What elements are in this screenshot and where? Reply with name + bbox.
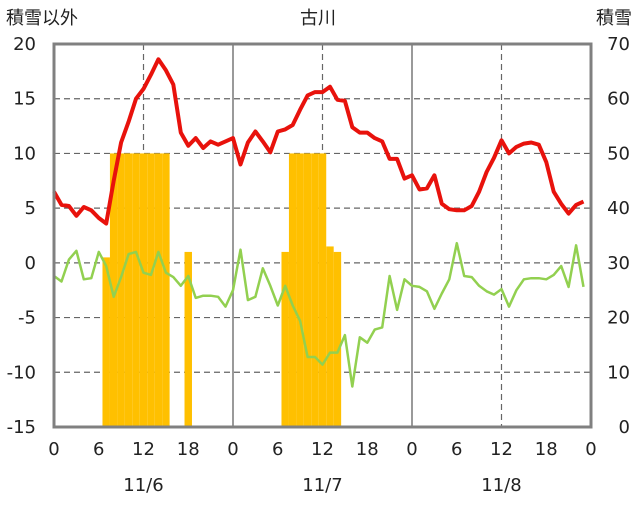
right-tick-label: 40 [607, 198, 630, 219]
snow-depth-bar [288, 153, 297, 427]
plot-frame [52, 42, 593, 429]
right-tick-label: 30 [607, 253, 630, 274]
snow-depth-bar [124, 153, 133, 427]
x-tick-label: 0 [48, 439, 59, 460]
x-tick-label: 6 [272, 439, 283, 460]
snow-depth-bar [281, 251, 289, 427]
left-tick-label: 5 [25, 198, 36, 219]
snow-depth-bar [117, 153, 125, 427]
x-tick-label: 18 [535, 439, 558, 460]
right-tick-label: 0 [619, 417, 630, 438]
left-tick-label: -10 [7, 362, 36, 383]
secondary-line [53, 241, 585, 388]
snow-depth-bar [326, 246, 334, 427]
right-tick-label: 20 [607, 308, 630, 329]
snow-depth-bar [311, 153, 319, 427]
x-tick-label: 0 [227, 439, 238, 460]
left-tick-label: 15 [13, 89, 36, 110]
snow-depth-bars [102, 153, 342, 427]
temperature-line [52, 57, 585, 226]
right-tick-label: 50 [607, 143, 630, 164]
x-tick-label: 0 [585, 439, 596, 460]
snow-depth-bar [318, 153, 327, 427]
snow-depth-bar [162, 153, 170, 427]
x-tick-label: 6 [93, 439, 104, 460]
x-tick-label: 12 [132, 439, 155, 460]
snow-depth-bar [296, 153, 304, 427]
date-labels: 11/6 11/7 11/8 [123, 475, 521, 496]
right-y-ticks: 70 60 50 40 30 20 10 0 [607, 34, 630, 438]
left-tick-label: -15 [7, 417, 36, 438]
right-tick-label: 10 [607, 362, 630, 383]
snow-depth-bar [303, 153, 312, 427]
snow-depth-bar [184, 251, 192, 427]
x-ticks: 0 6 12 18 0 6 12 18 0 6 12 18 0 [48, 439, 596, 460]
snow-depth-bar [132, 153, 140, 427]
left-tick-label: 10 [13, 143, 36, 164]
date-label: 11/7 [302, 475, 342, 496]
snow-depth-bar [333, 251, 342, 427]
right-tick-label: 60 [607, 89, 630, 110]
left-tick-label: -5 [18, 308, 36, 329]
snow-depth-bar [147, 153, 155, 427]
date-label: 11/8 [481, 475, 521, 496]
x-tick-label: 18 [177, 439, 200, 460]
left-tick-label: 0 [25, 253, 36, 274]
left-axis-label: 積雪以外 [6, 8, 78, 29]
x-tick-label: 12 [490, 439, 513, 460]
chart-title: 古川 [300, 8, 336, 29]
snow-depth-bar [154, 153, 163, 427]
right-tick-label: 70 [607, 34, 630, 55]
x-tick-label: 18 [356, 439, 379, 460]
snow-depth-bar [102, 257, 110, 427]
x-tick-label: 6 [451, 439, 462, 460]
date-label: 11/6 [123, 475, 163, 496]
left-tick-label: 20 [13, 34, 36, 55]
left-y-ticks: 20 15 10 5 0 -5 -10 -15 [7, 34, 36, 438]
snow-depth-bar [109, 153, 118, 427]
right-axis-label: 積雪 [596, 8, 632, 29]
x-tick-label: 0 [406, 439, 417, 460]
x-tick-label: 12 [311, 439, 334, 460]
snow-depth-bar [139, 153, 148, 427]
